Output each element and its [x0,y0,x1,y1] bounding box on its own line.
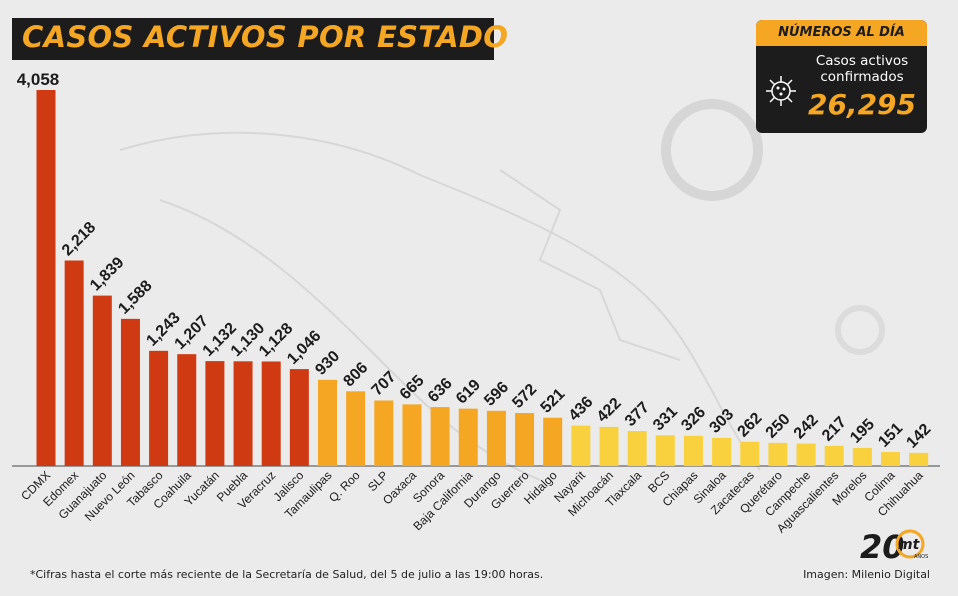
bar-25 [740,441,760,466]
logo-ring [895,529,925,559]
bar-11 [346,391,366,466]
value-label-30: 151 [875,420,906,451]
bar-29 [852,447,872,466]
bar-9 [289,369,309,466]
stats-header [756,20,927,46]
bar-10 [318,379,337,466]
value-label-18: 521 [538,386,569,417]
image-credit: Imagen: Milenio Digital [803,568,930,581]
value-label-13: 665 [397,372,428,403]
chart-title: CASOS ACTIVOS POR ESTADO [22,20,509,54]
value-label-2: 1,839 [87,254,127,294]
stats-total-value: 26,295 [807,88,917,121]
value-label-1: 2,218 [59,219,99,259]
bar-0 [36,90,56,466]
bar-15 [458,408,478,466]
bar-24 [712,437,732,466]
bar-27 [796,443,816,466]
virus-icon-large [661,99,763,201]
value-label-22: 331 [650,403,681,434]
value-label-12: 707 [369,368,400,399]
bar-17 [515,413,535,466]
value-label-14: 636 [425,375,456,406]
milenio-20-anos-logo: 20 mt AÑOS [860,528,928,564]
category-label-11: Q. Roo [326,468,363,505]
value-label-26: 250 [763,411,794,442]
value-label-20: 422 [594,395,625,426]
bar-7 [233,361,253,466]
value-label-0: 4,058 [17,70,60,89]
logo-brand: mt [898,537,921,553]
daily-stats-box: NÚMEROS AL DÍA Casos activos confirmados… [756,20,927,133]
value-label-15: 619 [453,377,484,408]
value-label-10: 930 [312,348,343,379]
virus-icon [766,76,796,106]
bar-16 [486,410,506,466]
bar-2 [92,295,112,466]
bar-28 [824,445,844,466]
stats-heading: NÚMEROS AL DÍA [778,25,905,40]
bar-6 [205,361,225,466]
footnote: *Cifras hasta el corte más reciente de l… [30,568,544,581]
value-label-19: 436 [566,393,597,424]
value-label-3: 1,588 [115,277,155,317]
bar-1 [64,260,84,466]
bar-19 [571,425,591,466]
title-bar [12,18,494,60]
bar-8 [261,361,281,466]
stats-label: Casos activos confirmados [815,53,909,85]
value-label-31: 142 [903,421,934,452]
bar-3 [120,318,140,466]
value-label-23: 326 [678,404,709,435]
bar-12 [374,400,394,466]
bar-20 [599,426,619,466]
value-label-11: 806 [340,359,371,390]
bar-22 [655,435,675,466]
bar-14 [430,407,450,466]
bar-23 [683,435,703,466]
value-label-24: 303 [706,406,737,437]
value-label-28: 217 [819,414,850,445]
value-label-27: 242 [791,411,822,442]
bar-13 [402,404,422,466]
value-label-16: 596 [481,379,512,410]
bar-21 [627,431,647,466]
bar-26 [768,442,788,466]
value-label-21: 377 [622,399,653,430]
bar-4 [149,350,169,466]
bar-31 [909,452,929,466]
value-label-17: 572 [509,381,540,412]
value-label-25: 262 [735,410,766,441]
bar-5 [177,354,197,466]
bar-30 [881,452,900,466]
value-label-29: 195 [847,416,878,447]
logo-sub: AÑOS [914,553,928,560]
bar-18 [543,417,563,466]
